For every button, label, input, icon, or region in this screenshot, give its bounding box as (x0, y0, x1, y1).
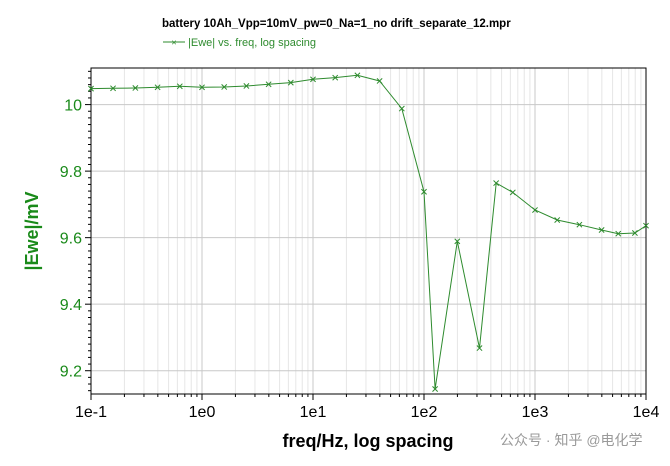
data-point-stroke (88, 85, 94, 92)
data-point-stroke (421, 188, 427, 195)
data-point-stroke (493, 180, 500, 187)
data-point (287, 79, 294, 86)
data-point-stroke (554, 217, 561, 223)
series-line (90, 74, 647, 390)
data-point (132, 85, 139, 91)
x-tick-label: 1e4 (633, 404, 660, 421)
data-point-stroke (509, 189, 516, 196)
y-axis-label: |Ewe|/mV (22, 191, 42, 270)
data-point-stroke (376, 78, 383, 84)
y-tick-label: 9.8 (60, 164, 82, 181)
data-point-stroke (310, 76, 316, 83)
data-point-stroke (221, 84, 228, 90)
data-point (476, 345, 483, 352)
data-point (376, 78, 383, 84)
chart-title: battery 10Ah_Vpp=10mV_pw=0_Na=1_no drift… (162, 18, 511, 30)
data-point-stroke (110, 85, 117, 92)
data-point-stroke (576, 221, 583, 228)
data-point (532, 207, 538, 213)
data-point (454, 238, 461, 245)
data-point (421, 188, 427, 195)
data-point-stroke (132, 85, 139, 91)
data-point-stroke (598, 227, 605, 233)
legend: × |Ewe| vs. freq, log spacing (163, 37, 316, 49)
x-tick-label: 1e3 (522, 404, 549, 421)
data-point (554, 217, 561, 223)
x-tick-label: 1e1 (300, 404, 327, 421)
data-point-stroke (454, 238, 461, 245)
data-point-stroke (243, 83, 250, 89)
data-point-stroke (265, 81, 272, 88)
grid (90, 68, 646, 394)
x-tick-label: 1e0 (189, 404, 216, 421)
data-point (110, 85, 117, 92)
data-point-stroke (154, 84, 161, 91)
data-point (576, 221, 583, 228)
data-point (265, 81, 272, 88)
data-point (598, 227, 605, 233)
data-point (631, 230, 638, 236)
x-tick-label: 1e2 (411, 404, 438, 421)
data-point-stroke (615, 230, 622, 237)
data-point (88, 85, 94, 92)
x-axis-label: freq/Hz, log spacing (282, 431, 453, 451)
data-point-stroke (332, 74, 339, 81)
data-point (221, 84, 228, 90)
data-point (432, 386, 439, 392)
data-point (493, 180, 500, 187)
data-point-stroke (631, 230, 638, 236)
data-point-stroke (532, 207, 538, 213)
data-point-stroke (432, 386, 439, 392)
y-tick-label: 9.4 (60, 297, 82, 314)
data-point (398, 105, 405, 112)
y-tick-label: 10 (64, 98, 82, 115)
data-point (615, 230, 622, 237)
data-point-stroke (354, 72, 361, 79)
legend-label: |Ewe| vs. freq, log spacing (188, 37, 316, 49)
data-point (643, 222, 649, 229)
data-point (509, 189, 516, 196)
data-point-stroke (287, 79, 294, 86)
data-point-stroke (176, 83, 183, 90)
x-tick-label: 1e-1 (75, 404, 107, 421)
data-point-stroke (643, 222, 649, 229)
data-point-stroke (398, 105, 405, 112)
data-point (176, 83, 183, 90)
data-point-stroke (476, 345, 483, 352)
y-tick-label: 9.2 (60, 364, 82, 381)
series-ewe (88, 72, 649, 392)
data-point-stroke (199, 84, 205, 91)
data-point (332, 74, 339, 81)
legend-marker: × (171, 38, 176, 48)
data-point (310, 76, 316, 83)
data-point (154, 84, 161, 91)
plot-frame (90, 67, 647, 395)
data-point (243, 83, 250, 89)
axes: 9.2 9.4 9.6 9.8 10 1e-1 1e0 1e1 1e2 1e3 1e4 (60, 67, 660, 421)
watermark: 公众号 · 知乎 @电化学 (500, 432, 643, 448)
data-point (354, 72, 361, 79)
y-tick-label: 9.6 (60, 231, 82, 248)
data-point (199, 84, 205, 91)
